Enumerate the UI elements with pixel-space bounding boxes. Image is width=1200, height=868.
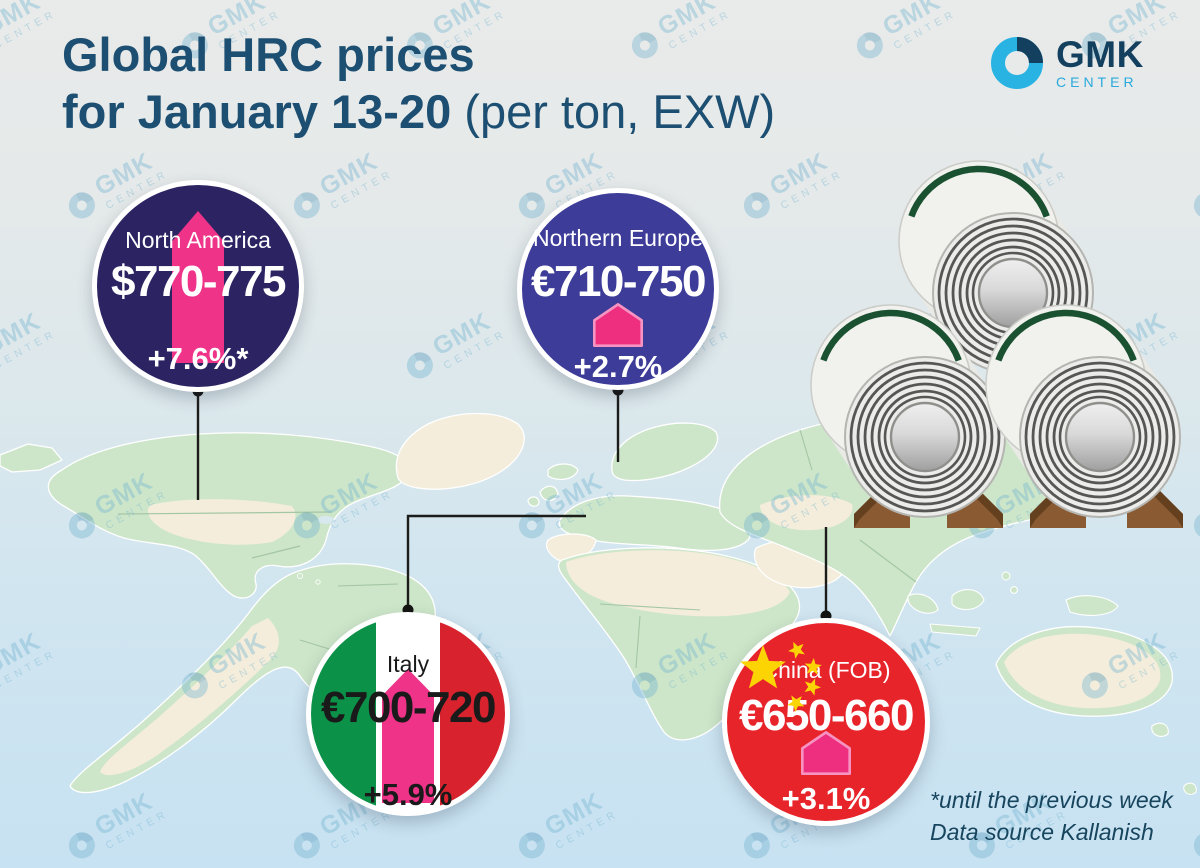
region-bubble-china: China (FOB) €650-660 +3.1% (722, 618, 930, 826)
region-change: +2.7% (573, 349, 663, 384)
gmk-watermark-donut-icon (856, 32, 883, 59)
region-price: €710-750 (531, 257, 706, 306)
price-up-arrow-icon (172, 211, 224, 363)
gmk-watermark-donut-icon (856, 352, 883, 379)
page-title: Global HRC prices for January 13-20 (per… (62, 26, 775, 141)
region-change: +7.6%* (147, 341, 249, 376)
region-name: Northern Europe (532, 225, 704, 251)
gmk-watermark-donut-icon (68, 512, 95, 539)
gmk-watermark-donut-icon (68, 832, 95, 859)
region-bubble-northern-europe: Northern Europe €710-750 +2.7% (517, 188, 719, 390)
gmk-watermark-donut-icon (181, 672, 208, 699)
gmk-watermark-donut-icon (518, 832, 545, 859)
logo-subtitle: CENTER (1056, 74, 1138, 90)
region-bubble-italy: Italy €700-720 +5.9% (306, 612, 510, 816)
logo-name: GMK (1056, 34, 1144, 75)
gmk-watermark-donut-icon (406, 352, 433, 379)
gmk-watermark-donut-icon (743, 512, 770, 539)
price-up-house-icon (801, 731, 851, 775)
gmk-watermark-donut-icon (1193, 512, 1200, 539)
gmk-watermark-donut-icon (293, 512, 320, 539)
gmk-watermark-donut-icon (743, 192, 770, 219)
gmk-logo: GMK CENTER (988, 34, 1144, 92)
region-price: $770-775 (111, 257, 286, 306)
gmk-watermark-donut-icon (1081, 352, 1108, 379)
region-bubble-north-america: North America $770-775 +7.6%* (92, 180, 304, 392)
footnote-line-2: Data source Kallanish (930, 819, 1154, 846)
map-connectors (196, 390, 828, 616)
gmk-watermark-donut-icon (68, 192, 95, 219)
gmk-watermark-donut-icon (518, 512, 545, 539)
title-line-2: for January 13-20 (per ton, EXW) (62, 85, 776, 139)
steel-coils-illustration (799, 149, 1183, 528)
gmk-watermark-donut-icon (968, 192, 995, 219)
gmk-watermark-donut-icon (1193, 192, 1200, 219)
china-flag-stars-icon (740, 641, 822, 712)
region-price: €700-720 (321, 683, 496, 732)
footnote-line-1: *until the previous week (930, 787, 1173, 813)
title-line-1: Global HRC prices (62, 28, 475, 81)
price-up-house-icon (593, 303, 643, 347)
region-change: +3.1% (781, 781, 871, 816)
gmk-watermark-donut-icon (743, 832, 770, 859)
region-change: +5.9% (363, 777, 453, 812)
gmk-watermark-donut-icon (293, 832, 320, 859)
footnote: *until the previous week Data source Kal… (930, 784, 1173, 848)
gmk-watermark-donut-icon (968, 512, 995, 539)
gmk-watermark-donut-icon (631, 672, 658, 699)
gmk-watermark-donut-icon (1193, 832, 1200, 859)
region-name: North America (125, 227, 271, 253)
gmk-watermark-donut-icon (293, 192, 320, 219)
region-name: Italy (386, 651, 430, 677)
gmk-logo-donut-icon (991, 37, 1043, 89)
gmk-watermark-donut-icon (1081, 672, 1108, 699)
